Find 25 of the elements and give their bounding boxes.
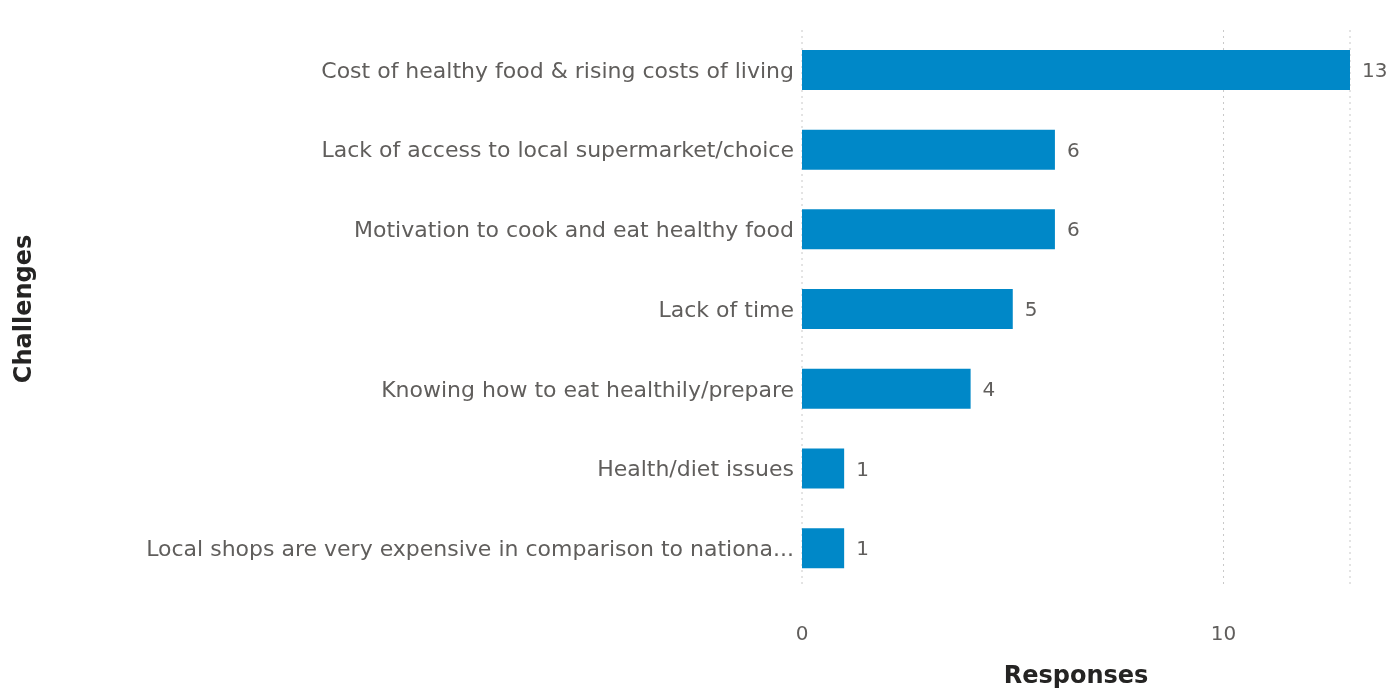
bar [802,368,971,409]
data-label: 5 [1024,297,1038,322]
bar [802,528,845,569]
y-tick-label: Cost of healthy food & rising costs of living [321,57,794,83]
data-label: 6 [1066,137,1080,162]
bar [802,209,1055,250]
x-tick-label: 0 [795,621,809,646]
y-tick-label: Motivation to cook and eat healthy food [354,217,794,243]
bar [802,129,1055,170]
data-label: 13 [1362,58,1388,83]
y-tick-label: Knowing how to eat healthily/prepare [381,376,794,402]
x-axis-title: Responses [1003,661,1149,689]
data-label: 1 [856,456,869,481]
y-tick-label: Health/diet issues [597,456,794,482]
y-tick-label: Lack of time [658,296,794,322]
bar [802,289,1013,330]
bar [802,448,845,489]
y-tick-label: Local shops are very expensive in comparison to nationa... [146,535,794,561]
y-tick-label: Lack of access to local supermarket/choice [321,137,794,163]
data-label: 1 [856,536,869,561]
bar [802,49,1350,90]
y-axis-title: Challenges [8,234,37,384]
data-label: 4 [982,376,996,401]
data-label: 6 [1066,217,1080,242]
x-tick-label: 10 [1210,621,1237,646]
